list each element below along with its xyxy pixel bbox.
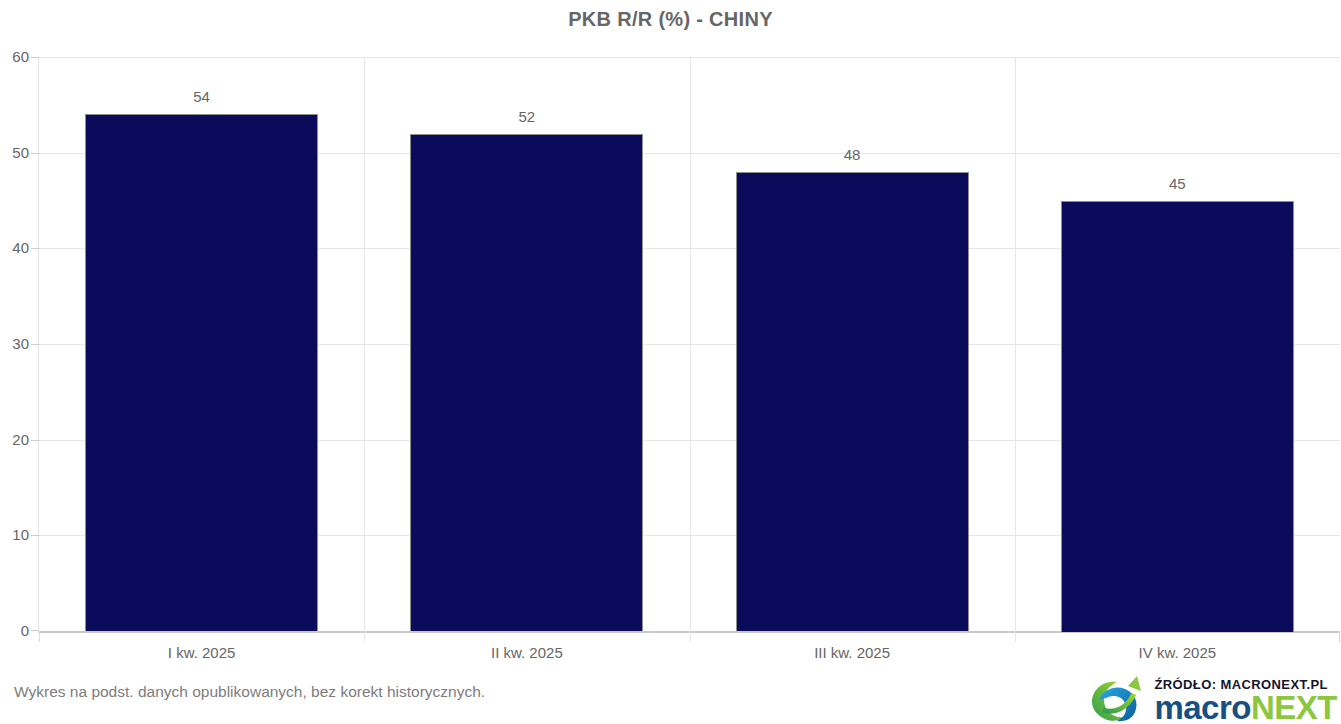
- y-axis-tick: [31, 248, 39, 249]
- y-axis-label: 30: [0, 335, 29, 353]
- bar: [1061, 201, 1294, 632]
- y-axis-label: 50: [0, 144, 29, 162]
- chart-canvas: PKB R/R (%) - CHINY 010203040506054I kw.…: [0, 0, 1341, 724]
- plot-area: 010203040506054I kw. 202552II kw. 202548…: [38, 57, 1340, 633]
- y-axis-label: 0: [0, 622, 29, 640]
- wordmark-next: NEXT: [1251, 689, 1337, 724]
- macronext-logo: ŹRÓDŁO: MACRONEXT.PL macroNEXT: [1089, 672, 1337, 722]
- bar-value-label: 54: [193, 88, 210, 105]
- x-axis-label: IV kw. 2025: [1139, 644, 1217, 661]
- v-gridline: [1015, 57, 1016, 642]
- y-axis-tick: [31, 57, 39, 58]
- bar-value-label: 48: [844, 146, 861, 163]
- bar-value-label: 45: [1169, 175, 1186, 192]
- y-axis-tick: [31, 344, 39, 345]
- x-axis-tick: [1339, 631, 1340, 642]
- y-axis-tick: [31, 153, 39, 154]
- macronext-wordmark: macroNEXT: [1154, 693, 1337, 722]
- v-gridline: [690, 57, 691, 642]
- y-axis-tick: [31, 440, 39, 441]
- y-axis-tick: [31, 535, 39, 536]
- x-axis-label: II kw. 2025: [491, 644, 563, 661]
- x-axis-tick: [39, 631, 40, 642]
- bar: [736, 172, 969, 631]
- bar: [410, 134, 643, 631]
- y-axis-label: 20: [0, 431, 29, 449]
- v-gridline: [364, 57, 365, 642]
- y-axis-tick: [31, 630, 39, 631]
- y-axis-label: 60: [0, 48, 29, 66]
- x-axis-label: I kw. 2025: [168, 644, 236, 661]
- x-axis-label: III kw. 2025: [814, 644, 890, 661]
- bar: [85, 114, 318, 631]
- wordmark-macro: macro: [1154, 689, 1251, 724]
- chart-title: PKB R/R (%) - CHINY: [0, 8, 1341, 31]
- macronext-swoosh-icon: [1089, 672, 1147, 722]
- footer-note: Wykres na podst. danych opublikowanych, …: [14, 683, 485, 701]
- y-axis-label: 40: [0, 239, 29, 257]
- y-axis-label: 10: [0, 526, 29, 544]
- macronext-logo-text: ŹRÓDŁO: MACRONEXT.PL macroNEXT: [1154, 677, 1337, 722]
- bar-value-label: 52: [519, 108, 536, 125]
